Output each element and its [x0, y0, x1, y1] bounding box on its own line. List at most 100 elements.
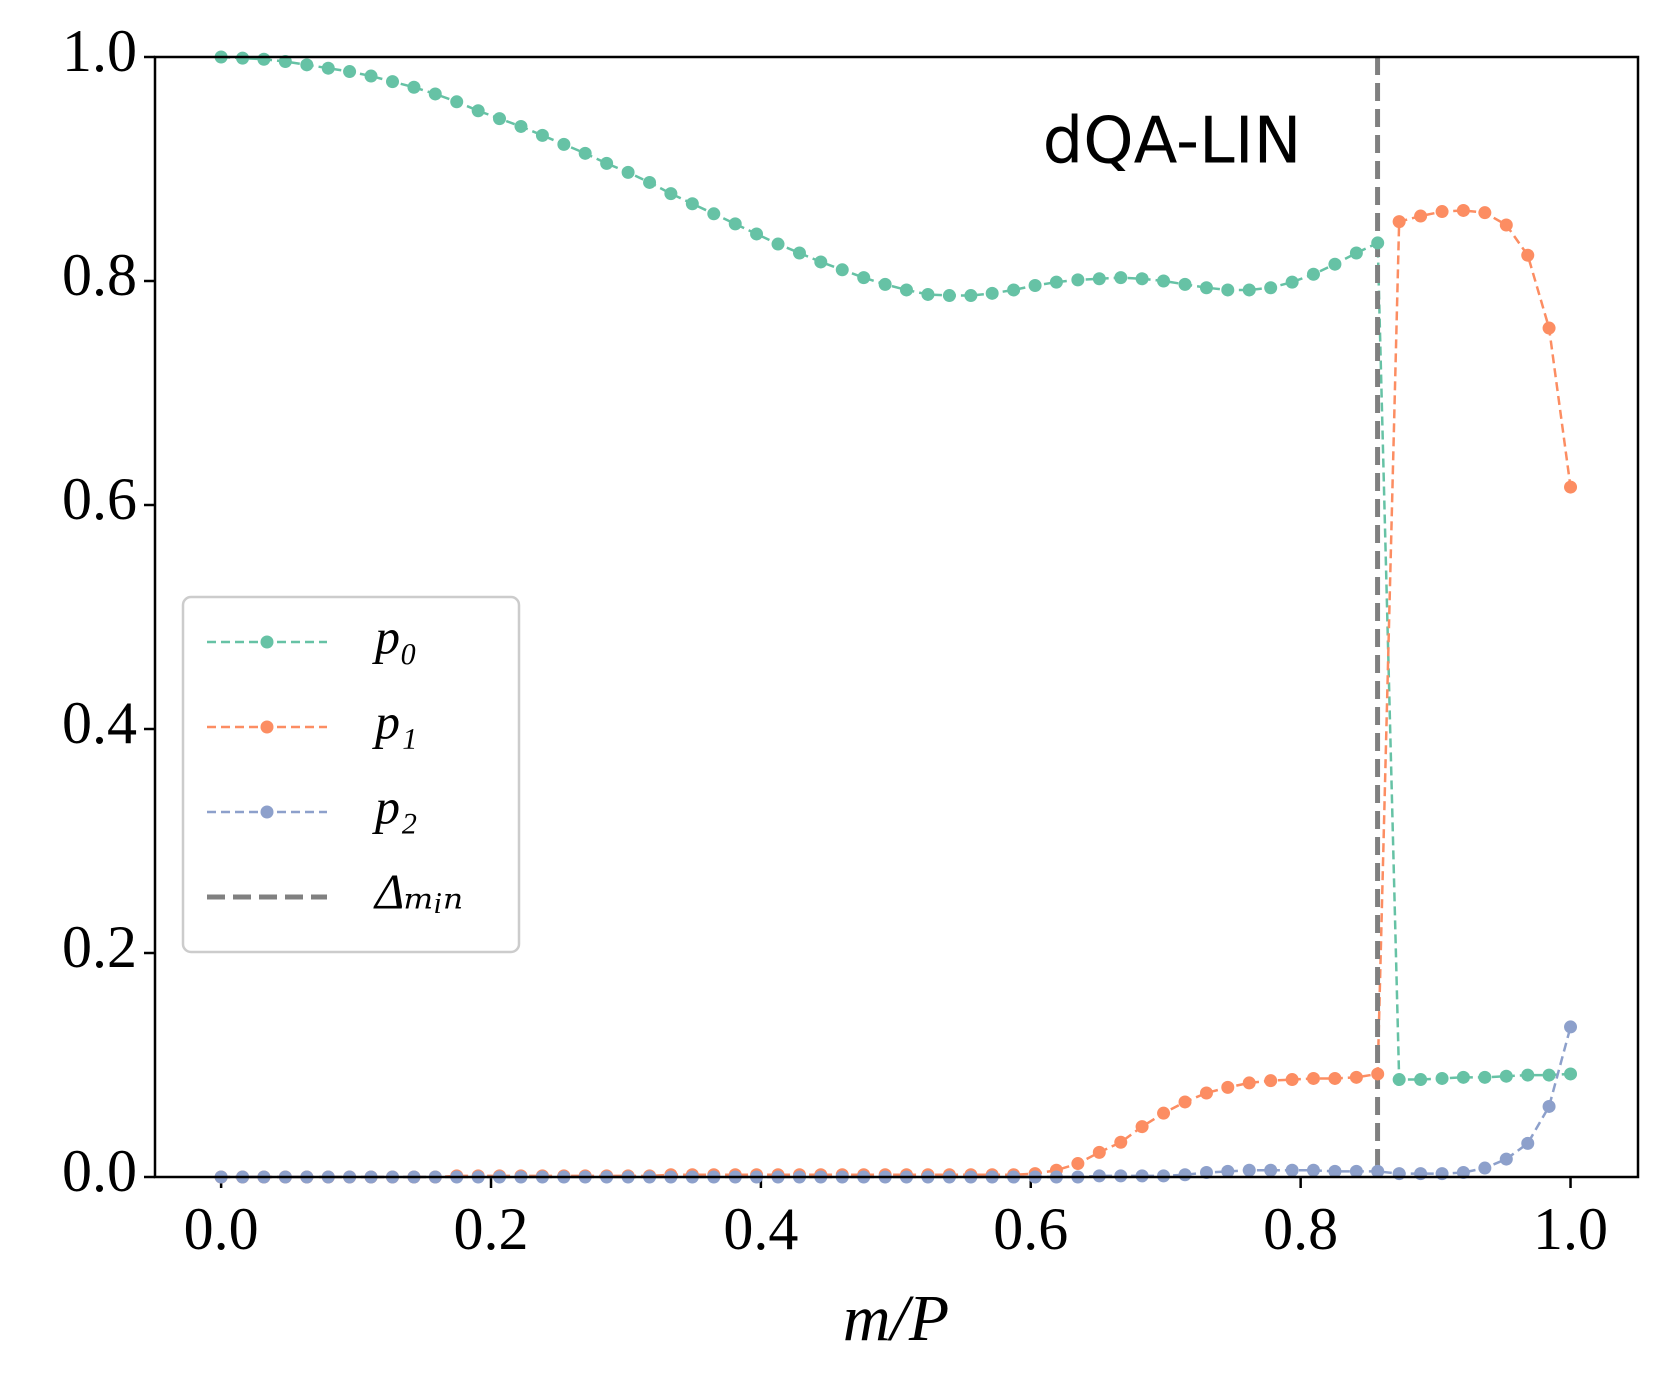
point — [1178, 1168, 1192, 1182]
x-axis-label: m/P — [843, 1282, 949, 1355]
point — [1435, 205, 1449, 219]
point — [1114, 271, 1128, 285]
point — [578, 146, 592, 160]
point — [557, 137, 571, 151]
point — [535, 128, 549, 142]
point — [857, 271, 871, 285]
y-tick-label: 0.8 — [62, 242, 137, 308]
point — [428, 87, 442, 101]
legend-label: p₁ — [372, 693, 417, 749]
x-tick-label: 0.2 — [454, 1196, 529, 1262]
point — [343, 65, 357, 79]
point — [1178, 1095, 1192, 1109]
x-tick-label: 0.0 — [184, 1196, 259, 1262]
point — [1456, 203, 1470, 217]
point — [450, 95, 464, 109]
point — [1199, 1086, 1213, 1100]
point — [1564, 1020, 1578, 1034]
point — [1049, 275, 1063, 289]
point — [1349, 1164, 1363, 1178]
legend-label: Δₘᵢₙ — [373, 863, 463, 919]
point — [1371, 236, 1385, 250]
point — [1092, 1145, 1106, 1159]
x-tick-label: 0.8 — [1263, 1196, 1338, 1262]
point — [1521, 248, 1535, 262]
axes-frame — [153, 55, 1640, 1179]
point — [1242, 1076, 1256, 1090]
point — [814, 255, 828, 269]
point — [921, 287, 935, 301]
point — [514, 119, 528, 133]
point — [1135, 1120, 1149, 1134]
point — [364, 69, 378, 83]
legend-marker — [260, 805, 274, 819]
point — [1392, 1073, 1406, 1087]
point — [1328, 1071, 1342, 1085]
point — [257, 52, 271, 66]
point — [707, 207, 721, 221]
point — [1157, 274, 1171, 288]
point — [1414, 1073, 1428, 1087]
point — [1542, 1068, 1556, 1082]
point — [1114, 1135, 1128, 1149]
point — [1221, 1164, 1235, 1178]
point — [493, 112, 507, 126]
point — [1071, 273, 1085, 287]
point — [1456, 1070, 1470, 1084]
series-line — [221, 55, 1571, 1081]
point — [1521, 1136, 1535, 1150]
point — [407, 80, 421, 94]
point — [1071, 1157, 1085, 1171]
point — [899, 283, 913, 297]
point — [1221, 1080, 1235, 1094]
point — [985, 286, 999, 300]
point — [1092, 272, 1106, 286]
legend-label: p₀ — [372, 608, 417, 664]
legend-marker — [260, 720, 274, 734]
y-tick-label: 0.0 — [62, 1138, 137, 1204]
y-tick-label: 0.4 — [62, 690, 137, 756]
x-tick-label: 0.4 — [723, 1196, 798, 1262]
point — [1285, 1073, 1299, 1087]
point — [1414, 209, 1428, 223]
point — [1392, 215, 1406, 229]
point — [1499, 1069, 1513, 1083]
y-tick-label: 0.2 — [62, 914, 137, 980]
point — [643, 175, 657, 189]
point — [1178, 277, 1192, 291]
point — [600, 156, 614, 170]
annotation: dQA-LIN — [1043, 105, 1302, 179]
point — [1564, 1067, 1578, 1081]
point — [385, 75, 399, 89]
point — [1371, 1164, 1385, 1178]
point — [1435, 1071, 1449, 1085]
legend-box — [181, 595, 521, 954]
y-tick-label: 1.0 — [62, 18, 137, 84]
point — [1542, 321, 1556, 335]
point — [771, 237, 785, 251]
point — [1264, 1163, 1278, 1177]
point — [1028, 278, 1042, 292]
point — [1135, 272, 1149, 286]
point — [1349, 246, 1363, 260]
point — [1306, 1163, 1320, 1177]
point — [1478, 1070, 1492, 1084]
y-tick-label: 0.6 — [62, 466, 137, 532]
x-tick-label: 1.0 — [1533, 1196, 1608, 1262]
point — [1306, 267, 1320, 281]
point — [300, 58, 314, 72]
point — [321, 61, 335, 75]
point — [471, 104, 485, 118]
point — [1499, 1152, 1513, 1166]
point — [1264, 281, 1278, 295]
point — [1264, 1074, 1278, 1088]
legend-label: p₂ — [372, 778, 417, 834]
point — [685, 197, 699, 211]
point — [942, 289, 956, 303]
point — [1328, 257, 1342, 271]
point — [878, 277, 892, 291]
point — [1199, 281, 1213, 295]
point — [750, 227, 764, 241]
point — [1478, 1161, 1492, 1175]
